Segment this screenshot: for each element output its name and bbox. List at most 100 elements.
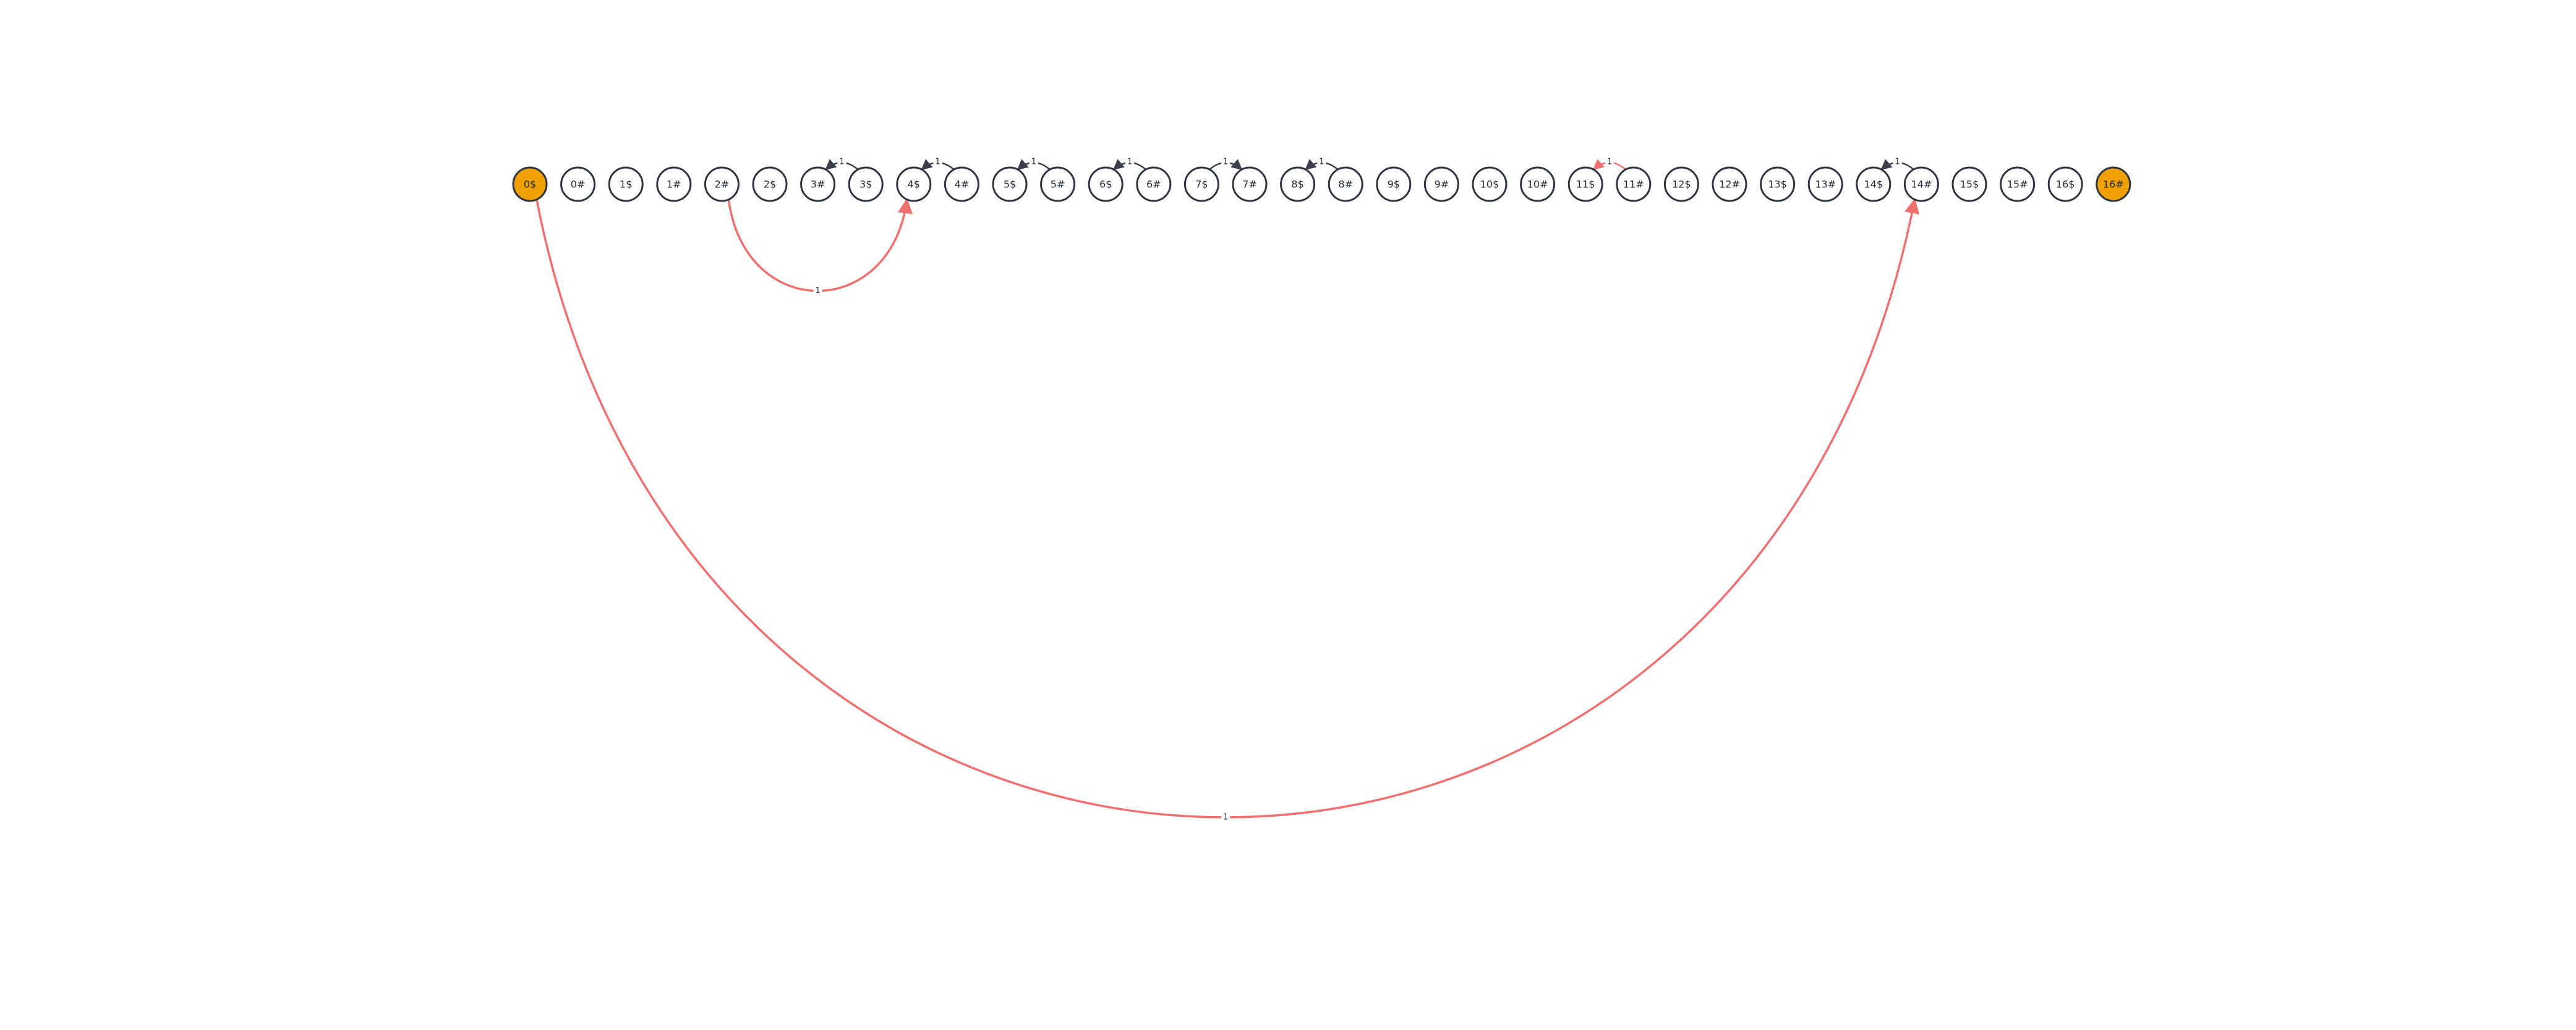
edge-label-background [933, 157, 942, 167]
edge-weight-label: 1 [839, 158, 844, 167]
node-5-hash: 5# [1040, 166, 1076, 202]
edge-14-hash-to-14-dollar: 1 [1880, 157, 1914, 171]
node-label: 4# [955, 179, 970, 190]
node-15-dollar: 15$ [1951, 166, 1987, 202]
node-5-dollar: 5$ [992, 166, 1028, 202]
node-label: 15$ [1960, 179, 1979, 190]
edge-label-background [1893, 157, 1902, 167]
node-circle [704, 166, 740, 202]
node-8-dollar: 8$ [1280, 166, 1316, 202]
edge-3-dollar-to-3-hash: 1 [825, 157, 859, 171]
node-label: 5$ [1004, 179, 1016, 190]
node-circle [1328, 166, 1363, 202]
node-circle [1663, 166, 1699, 202]
node-label: 1$ [620, 179, 632, 190]
node-label: 3$ [859, 179, 872, 190]
node-15-hash: 15# [2000, 166, 2036, 202]
edge-7-dollar-to-7-hash: 1 [1209, 157, 1243, 171]
node-circle [2096, 166, 2131, 202]
node-circle [1856, 166, 1891, 202]
node-6-dollar: 6$ [1088, 166, 1124, 202]
edge-weight-label: 1 [1223, 158, 1228, 167]
node-8-hash: 8# [1328, 166, 1363, 202]
node-circle [1520, 166, 1556, 202]
node-label: 0# [571, 179, 586, 190]
edge-line [535, 198, 1920, 819]
node-label: 8$ [1291, 179, 1303, 190]
node-label: 7$ [1195, 179, 1208, 190]
node-7-hash: 7# [1232, 166, 1268, 202]
node-circle [1088, 166, 1124, 202]
node-circle [1807, 166, 1843, 202]
node-circle [1376, 166, 1412, 202]
edge-2-hash-to-4-dollar: 1 [727, 198, 913, 296]
node-1-dollar: 1$ [608, 166, 644, 202]
node-label: 3# [811, 179, 825, 190]
node-3-hash: 3# [800, 166, 836, 202]
node-16-hash: 16# [2096, 166, 2131, 202]
node-label: 9# [1435, 179, 1449, 190]
node-circle [992, 166, 1028, 202]
node-14-dollar: 14$ [1856, 166, 1891, 202]
node-label: 14# [1911, 179, 1932, 190]
edge-4-hash-to-4-dollar: 1 [921, 157, 955, 171]
node-circle [800, 166, 836, 202]
edge-label-background [1029, 157, 1038, 167]
node-14-hash: 14# [1903, 166, 1939, 202]
node-label: 13# [1815, 179, 1836, 190]
node-12-hash: 12# [1712, 166, 1747, 202]
node-label: 9$ [1388, 179, 1400, 190]
node-circle [1423, 166, 1459, 202]
node-1-hash: 1# [656, 166, 692, 202]
edge-label-background [1605, 157, 1614, 167]
edge-6-hash-to-6-dollar: 1 [1112, 157, 1146, 171]
node-label: 14$ [1864, 179, 1883, 190]
node-circle [2047, 166, 2083, 202]
node-9-hash: 9# [1423, 166, 1459, 202]
edge-label-background [1221, 157, 1230, 167]
node-label: 16$ [2056, 179, 2075, 190]
edge-label-background [1125, 157, 1134, 167]
node-circle [656, 166, 692, 202]
edge-weight-label: 1 [815, 286, 820, 296]
node-2-dollar: 2$ [752, 166, 788, 202]
edge-8-hash-to-8-dollar: 1 [1305, 157, 1339, 171]
node-16-dollar: 16$ [2047, 166, 2083, 202]
node-circle [1712, 166, 1747, 202]
node-label: 11$ [1576, 179, 1595, 190]
node-3-dollar: 3$ [848, 166, 884, 202]
node-circle [512, 166, 548, 202]
nodes: 0$ 0# 1$ 1# 2# 2$ 3# 3$ 4$ 4# 5$ 5# 6$ 6# 7$ 7# 8$ 8# 9$ 9#… [512, 166, 2131, 202]
edge-weight-label: 1 [1319, 158, 1324, 167]
node-label: 2# [715, 179, 730, 190]
edge-11-hash-to-11-dollar: 1 [1592, 157, 1626, 171]
node-circle [1616, 166, 1652, 202]
node-label: 15# [2007, 179, 2028, 190]
node-label: 12$ [1672, 179, 1691, 190]
node-6-hash: 6# [1136, 166, 1172, 202]
node-label: 13$ [1768, 179, 1787, 190]
node-circle [944, 166, 979, 202]
node-label: 10$ [1480, 179, 1499, 190]
node-11-dollar: 11$ [1567, 166, 1603, 202]
node-2-hash: 2# [704, 166, 740, 202]
node-label: 6$ [1099, 179, 1112, 190]
edge-5-hash-to-5-dollar: 1 [1017, 157, 1051, 171]
node-circle [1903, 166, 1939, 202]
node-circle [1567, 166, 1603, 202]
node-circle [1472, 166, 1508, 202]
node-11-hash: 11# [1616, 166, 1652, 202]
node-circle [1184, 166, 1219, 202]
edge-label-background [1221, 812, 1230, 822]
node-10-hash: 10# [1520, 166, 1556, 202]
node-circle [560, 166, 596, 202]
node-circle [1232, 166, 1268, 202]
node-circle [1760, 166, 1796, 202]
node-circle [1040, 166, 1076, 202]
node-label: 4$ [908, 179, 920, 190]
node-circle [2000, 166, 2036, 202]
edge-label-background [837, 157, 847, 167]
node-9-dollar: 9$ [1376, 166, 1412, 202]
node-7-dollar: 7$ [1184, 166, 1219, 202]
node-circle [848, 166, 884, 202]
